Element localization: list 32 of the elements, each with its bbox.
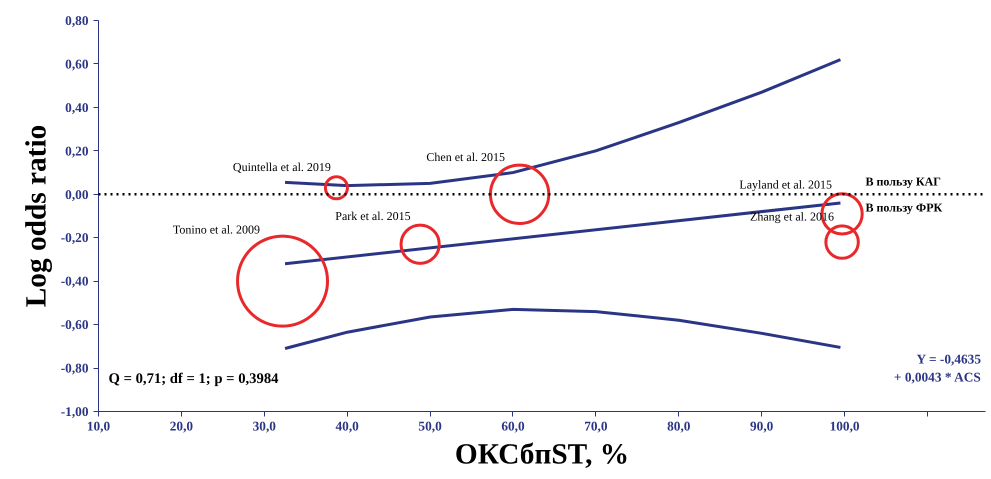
annotation: В пользу КАГ: [866, 174, 941, 188]
y-tick-label: 0,40: [65, 100, 89, 115]
annotation: Layland et al. 2015: [739, 178, 832, 192]
line-series: [284, 308, 842, 350]
y-tick-label: 0,20: [65, 143, 89, 158]
y-tick-label: -1,00: [60, 404, 89, 419]
annotation: Quintella et al. 2019: [232, 160, 331, 174]
x-tick-label: 50,0: [418, 418, 442, 434]
x-axis-title: ОКСбпST, %: [454, 438, 630, 470]
y-tick-label: -0,60: [60, 317, 89, 332]
annotation: Chen et al. 2015: [426, 150, 506, 164]
y-axis-title: Log odds ratio: [20, 124, 53, 308]
x-tick-label: 100,0: [830, 418, 860, 434]
y-tick-label: 0,80: [65, 13, 89, 28]
x-tick-label: 60,0: [501, 418, 525, 434]
x-tick-label: 20,0: [170, 418, 194, 434]
annotation: В пользу ФРК: [866, 200, 943, 214]
x-tick-label: 70,0: [584, 418, 608, 434]
annotation: Q = 0,71; df = 1; p = 0,3984: [108, 370, 280, 387]
annotation: Tonino et al. 2009: [172, 222, 260, 237]
y-tick-label: -0,20: [60, 230, 89, 246]
x-tick-label: 80,0: [667, 418, 691, 434]
y-tick-label: 0,00: [65, 186, 89, 202]
annotation: Park et al. 2015: [335, 209, 411, 224]
y-tick-label: -0,80: [60, 360, 89, 376]
y-tick-label: 0,60: [65, 56, 89, 72]
x-tick-label: 30,0: [252, 418, 276, 434]
annotation: Y = -0,4635 + 0,0043 * ACS: [894, 352, 982, 385]
y-tick-label: -0,40: [60, 274, 89, 289]
x-tick-label: 10,0: [86, 418, 110, 434]
x-tick-label: 40,0: [336, 418, 360, 434]
x-tick-label: 90,0: [750, 418, 774, 434]
